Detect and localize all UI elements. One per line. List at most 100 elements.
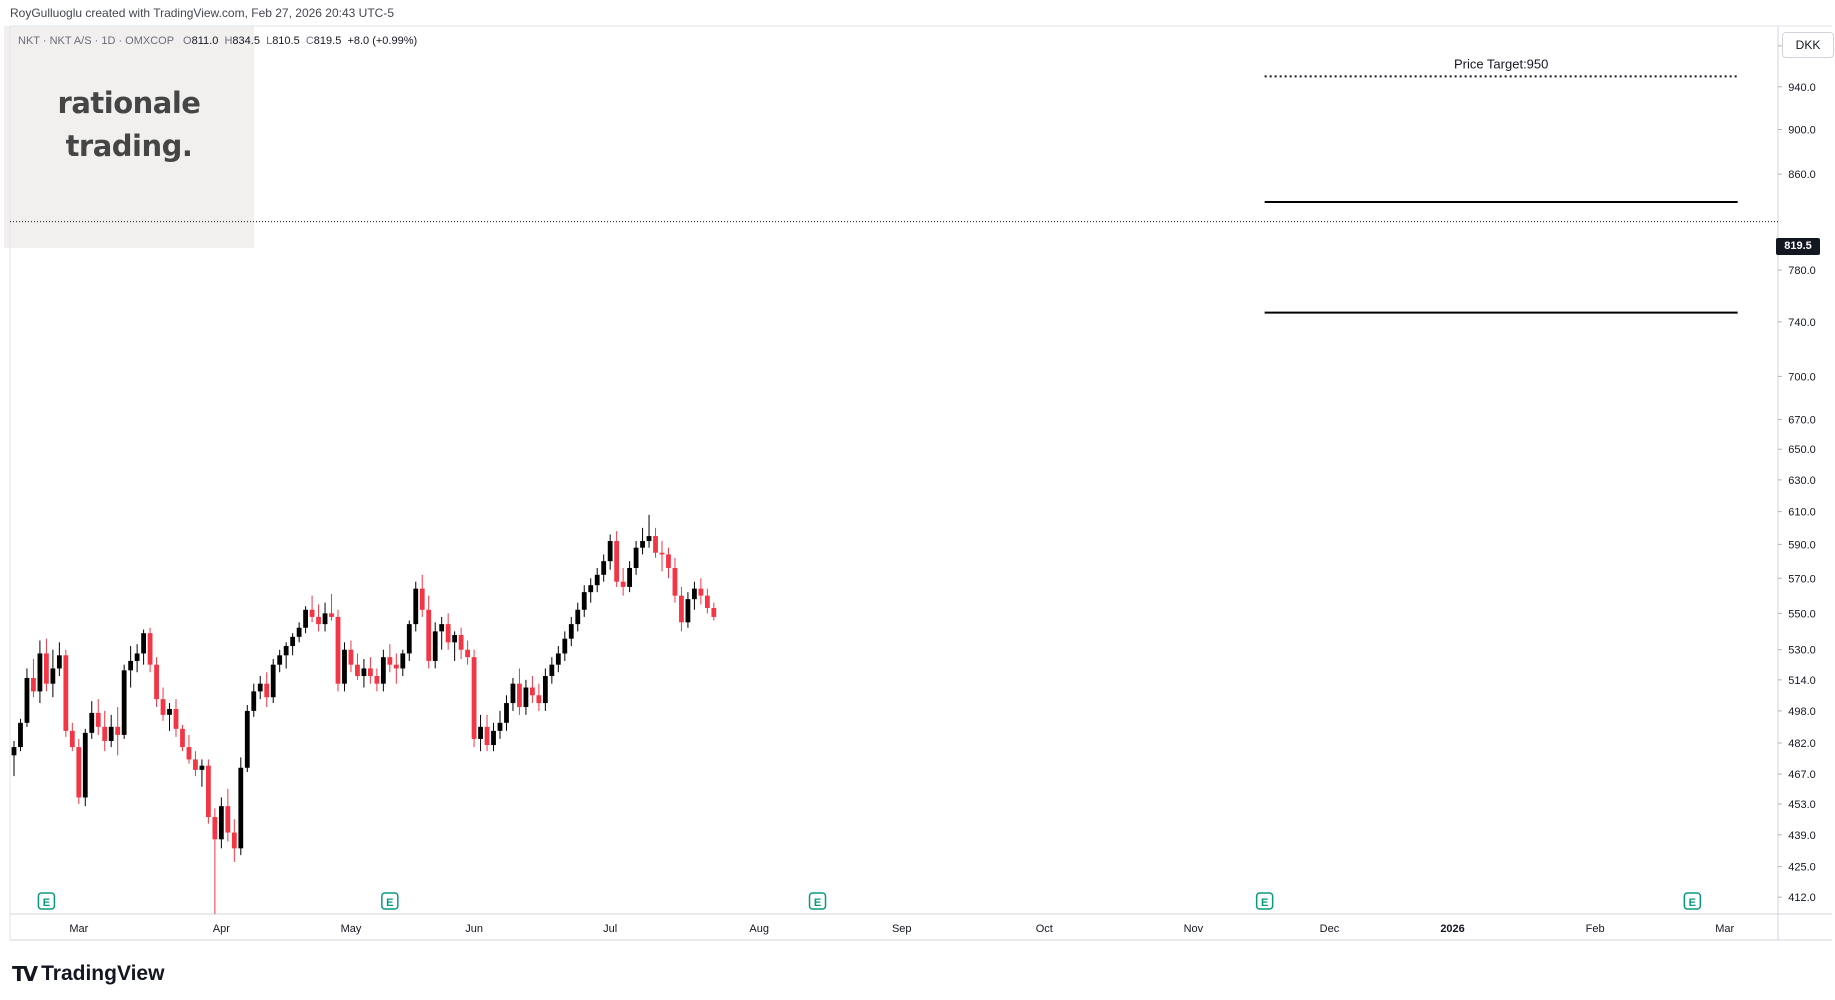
price-tick-label: 439.0 — [1788, 830, 1816, 842]
candle-body — [620, 581, 626, 587]
candle-body — [102, 726, 108, 741]
candle-body — [31, 677, 36, 692]
time-axis-label: Feb — [1586, 923, 1605, 935]
candle-body — [517, 683, 522, 707]
price-tick-label: 498.0 — [1788, 706, 1816, 718]
candle-body — [18, 722, 23, 748]
currency-button[interactable]: DKK — [1782, 32, 1834, 58]
candle-body — [666, 554, 671, 568]
candle-body — [225, 806, 231, 833]
legend-low-label: L — [266, 35, 273, 47]
candle-body — [413, 588, 419, 625]
candle-body — [601, 561, 607, 575]
candle-body — [154, 664, 159, 700]
candle-body — [212, 817, 218, 840]
candle-body — [393, 664, 399, 669]
symbol-legend[interactable]: NKT · NKT A/S · 1D · OMXCOP O811.0 H834.… — [18, 35, 417, 47]
candle-body — [296, 627, 302, 637]
earnings-marker[interactable] — [381, 892, 399, 910]
price-tick-label: 610.0 — [1788, 507, 1816, 519]
candle-body — [309, 609, 315, 617]
time-axis-label: Nov — [1184, 923, 1204, 935]
earnings-marker[interactable] — [808, 892, 827, 910]
legend-high-label: H — [224, 35, 233, 47]
candle-body — [186, 747, 192, 760]
candle-body — [704, 595, 710, 608]
candle-body — [76, 747, 82, 798]
earnings-marker-label: E — [814, 897, 821, 909]
time-axis-label: Mar — [69, 923, 88, 935]
price-tick-label: 425.0 — [1788, 862, 1816, 874]
candle-body — [491, 730, 496, 746]
candle-body — [504, 703, 509, 723]
candle-body — [277, 655, 283, 665]
candle-body — [128, 660, 134, 671]
candle-body — [387, 657, 393, 665]
candle-body — [400, 653, 406, 669]
candle-body — [56, 655, 62, 669]
candle-body — [218, 806, 224, 840]
legend-low: 810.5 — [272, 35, 300, 47]
candle-body — [672, 567, 678, 596]
price-tick-label: 570.0 — [1788, 573, 1816, 585]
price-tick-label: 630.0 — [1788, 475, 1816, 487]
candle-body — [452, 635, 458, 643]
time-axis-label: 2026 — [1440, 923, 1464, 935]
candle-body — [24, 677, 30, 723]
candle-body — [11, 747, 17, 756]
earnings-marker[interactable] — [1255, 892, 1274, 910]
time-axis-label: Apr — [213, 923, 230, 935]
price-tick-label: 530.0 — [1788, 645, 1816, 657]
candle-body — [640, 541, 645, 548]
legend-high: 834.5 — [232, 35, 260, 47]
candle-body — [63, 655, 69, 731]
candle-body — [134, 653, 140, 661]
candle-body — [471, 657, 477, 739]
legend-symbol: NKT · NKT A/S · 1D · OMXCOP — [18, 35, 174, 47]
candle-body — [199, 765, 205, 770]
candle-body — [95, 712, 101, 727]
price-tick-label: 860.0 — [1788, 169, 1816, 181]
tradingview-logo[interactable]: TV TradingView — [12, 962, 164, 986]
candle-body — [465, 649, 470, 658]
chart-attribution: RoyGulluoglu created with TradingView.co… — [10, 6, 394, 20]
candle-body — [37, 653, 43, 692]
candle-body — [478, 726, 483, 739]
candle-body — [316, 616, 321, 625]
candle-body — [355, 664, 360, 677]
candle-body — [646, 536, 652, 542]
earnings-marker-label: E — [43, 897, 50, 909]
candle-body — [679, 595, 684, 623]
price-tick-label: 740.0 — [1788, 317, 1816, 329]
candle-body — [231, 832, 237, 849]
watermark-line-2: trading. — [65, 129, 193, 163]
time-axis-label: Mar — [1715, 923, 1734, 935]
candle-body — [244, 710, 250, 768]
tradingview-logo-icon: TV — [12, 962, 38, 986]
candle-body — [614, 541, 620, 582]
candle-body — [380, 657, 386, 684]
candle-body — [147, 633, 153, 665]
candle-body — [555, 653, 561, 665]
candle-body — [536, 695, 542, 704]
candle-body — [406, 624, 412, 654]
price-tick-label: 550.0 — [1788, 608, 1816, 620]
earnings-marker[interactable] — [1683, 892, 1702, 910]
candle-body — [575, 609, 581, 625]
candle-body — [264, 683, 270, 698]
price-tick-label: 670.0 — [1788, 414, 1816, 426]
candle-body — [160, 699, 166, 715]
candle-body — [108, 726, 114, 741]
candle-body — [607, 541, 613, 562]
candle-body — [342, 649, 347, 684]
legend-open: 811.0 — [191, 35, 219, 47]
price-tick-label: 453.0 — [1788, 799, 1816, 811]
price-tick-label: 514.0 — [1788, 675, 1816, 687]
candle-body — [348, 649, 354, 665]
candle-body — [180, 728, 185, 748]
earnings-marker[interactable] — [37, 892, 56, 910]
candle-body — [173, 708, 179, 729]
time-axis-label: Jul — [603, 923, 617, 935]
candle-body — [89, 712, 95, 733]
